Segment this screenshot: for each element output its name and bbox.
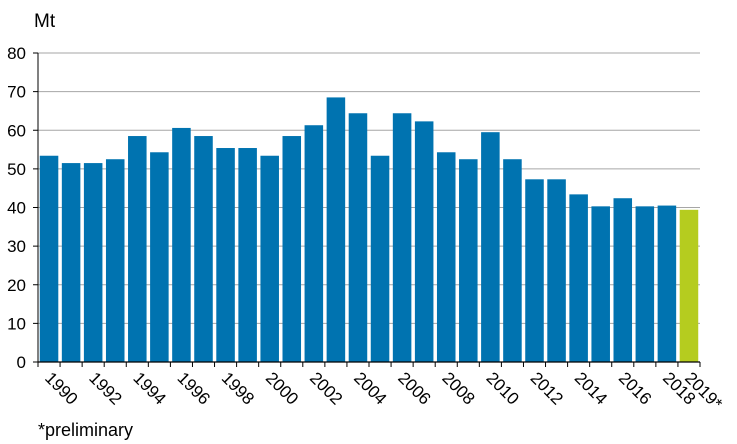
x-tick-label: 1994 xyxy=(129,368,169,408)
bar-1996 xyxy=(172,127,191,363)
x-tick-label: 2014 xyxy=(571,368,611,408)
bar-2006 xyxy=(392,113,412,362)
bar-2014 xyxy=(569,194,588,362)
bar-2009 xyxy=(459,159,478,362)
bar-1997 xyxy=(194,136,213,362)
bar-2012 xyxy=(525,179,544,362)
axes xyxy=(33,52,701,367)
bar-2005 xyxy=(370,155,390,362)
x-tick-label: 2008 xyxy=(438,368,478,408)
bar-2000 xyxy=(260,155,279,362)
footnote: *preliminary xyxy=(38,420,133,440)
unit-label: Mt xyxy=(34,11,56,32)
x-tick-label: 2000 xyxy=(262,368,302,408)
gridlines xyxy=(38,52,700,324)
x-tick-label: 2010 xyxy=(483,368,523,408)
x-tick-label: 1992 xyxy=(85,368,125,408)
bar-2010 xyxy=(481,132,500,362)
x-tick-label: 1990 xyxy=(41,368,81,408)
bar-2018 xyxy=(657,205,677,362)
bar-2001 xyxy=(282,136,302,362)
y-tick-label: 70 xyxy=(7,83,26,102)
bar-1999 xyxy=(238,148,257,362)
bar-2004 xyxy=(348,113,368,362)
bar-2019* xyxy=(679,209,699,362)
x-tick-label: 2012 xyxy=(527,368,567,408)
bar-1991 xyxy=(61,163,81,362)
y-tick-labels: 0 10 20 30 40 50 60 70 80 xyxy=(7,44,26,372)
bar-1990 xyxy=(39,155,59,362)
y-tick-label: 10 xyxy=(7,314,26,333)
bar-1994 xyxy=(128,136,147,362)
bar-2017 xyxy=(635,206,655,362)
bar-2008 xyxy=(436,152,456,362)
bar-2016 xyxy=(613,198,633,362)
x-tick-label: 2016 xyxy=(615,368,655,408)
y-tick-label: 80 xyxy=(7,44,26,63)
y-tick-label: 20 xyxy=(7,276,26,295)
y-tick-label: 40 xyxy=(7,199,26,218)
bar-2015 xyxy=(591,206,610,362)
x-tick-label: 2002 xyxy=(306,368,346,408)
y-tick-label: 30 xyxy=(7,237,26,256)
bar-2002 xyxy=(304,125,324,362)
bar-2011 xyxy=(503,159,522,362)
x-tick-label: 2004 xyxy=(350,368,390,408)
bar-2003 xyxy=(326,97,346,362)
bar-1993 xyxy=(105,159,125,362)
bar-2007 xyxy=(414,121,434,363)
x-tick-label: 1996 xyxy=(174,368,214,408)
bar-1995 xyxy=(150,152,169,362)
x-tick-labels: 1990 1992 1994 1996 1998 2000 2002 2004 2006 2008… xyxy=(41,368,726,413)
x-tick-label: 2006 xyxy=(394,368,434,408)
x-tick-label: 1998 xyxy=(218,368,258,408)
y-tick-label: 50 xyxy=(7,160,26,179)
bars xyxy=(39,97,699,363)
bar-1998 xyxy=(216,148,235,362)
bar-1992 xyxy=(83,163,103,362)
y-tick-label: 60 xyxy=(7,121,26,140)
y-tick-label: 0 xyxy=(17,353,26,372)
bar-2013 xyxy=(547,179,566,362)
